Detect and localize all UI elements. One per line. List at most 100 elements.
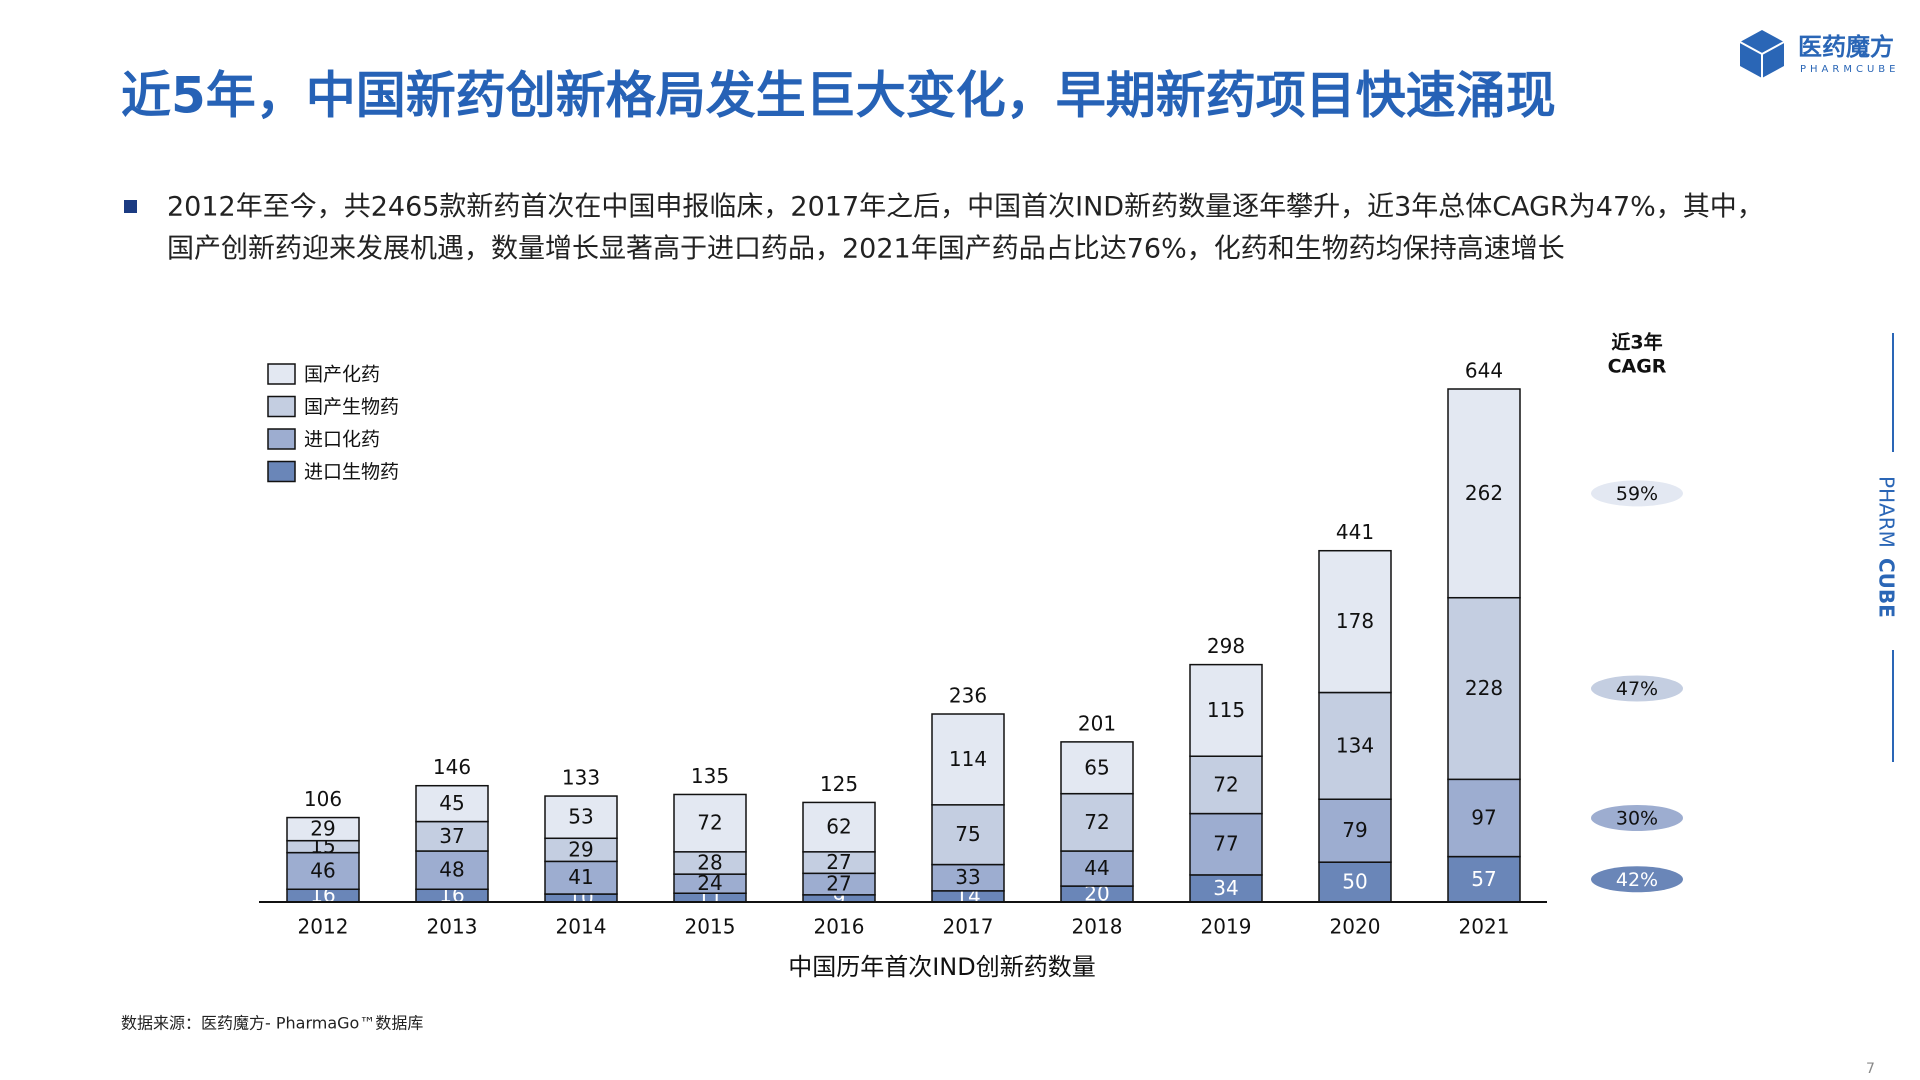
segment-label: 24 <box>697 871 722 895</box>
segment-label: 27 <box>826 872 851 896</box>
cagr-label: 47% <box>1616 678 1658 700</box>
total-label: 125 <box>820 772 858 796</box>
chart: 1646152910620121648374514620131041295313… <box>259 331 1683 981</box>
x-tick-label: 2017 <box>943 915 994 939</box>
bar-segment <box>931 804 1005 866</box>
bar-segment <box>1060 741 1134 795</box>
cagr-title: CAGR <box>1608 356 1667 378</box>
segment-label: 178 <box>1336 609 1374 633</box>
segment-label: 53 <box>568 805 593 829</box>
legend-swatch <box>267 460 296 483</box>
bar-segment <box>802 801 876 853</box>
bar-segment <box>415 820 489 852</box>
x-tick-label: 2021 <box>1459 915 1510 939</box>
total-label: 133 <box>562 766 600 790</box>
bar-segment <box>286 816 360 842</box>
cagr-pill <box>1591 804 1683 831</box>
total-label: 146 <box>433 755 471 779</box>
cagr-pill <box>1591 866 1683 893</box>
x-tick-label: 2016 <box>814 915 865 939</box>
side-label: PHARM CUBE <box>1875 476 1899 618</box>
bar-segment <box>1318 691 1392 800</box>
logo: 医药魔方 PHARMCUBE <box>1739 30 1899 78</box>
cagr-title: 近3年 <box>1611 331 1662 354</box>
segment-label: 29 <box>310 817 335 841</box>
segment-label: 115 <box>1207 698 1245 722</box>
x-tick-label: 2018 <box>1072 915 1123 939</box>
legend-label: 进口生物药 <box>304 461 399 483</box>
bullet-line: 2012年至今，共2465款新药首次在中国申报临床，2017年之后，中国首次IN… <box>167 192 1764 223</box>
legend-label: 国产生物药 <box>304 396 399 418</box>
x-axis-title: 中国历年首次IND创新药数量 <box>788 953 1096 981</box>
segment-label: 29 <box>568 837 593 861</box>
x-tick-label: 2014 <box>556 915 607 939</box>
segment-label: 228 <box>1465 676 1503 700</box>
segment-label: 34 <box>1213 876 1238 900</box>
segment-label: 72 <box>1213 772 1238 796</box>
segment-label: 50 <box>1342 870 1367 894</box>
bullet-line: 国产创新药迎来发展机遇，数量增长显著高于进口药品，2021年国产药品占比达76%… <box>167 234 1565 265</box>
bar-segment <box>1318 798 1392 863</box>
bar-segment <box>1447 596 1521 781</box>
x-tick-label: 2019 <box>1201 915 1252 939</box>
logo-en: PHARMCUBE <box>1800 64 1899 75</box>
side-label-b: CUBE <box>1875 558 1899 618</box>
segment-label: 72 <box>1084 810 1109 834</box>
segment-label: 77 <box>1213 832 1238 856</box>
x-tick-label: 2015 <box>685 915 736 939</box>
bar-segment <box>931 713 1005 806</box>
segment-label: 97 <box>1471 805 1496 829</box>
segment-label: 44 <box>1084 856 1109 880</box>
total-label: 298 <box>1207 634 1245 658</box>
x-tick-label: 2020 <box>1330 915 1381 939</box>
total-label: 236 <box>949 684 987 708</box>
bar-segment <box>544 860 618 895</box>
x-tick-label: 2012 <box>298 915 349 939</box>
cagr-label: 42% <box>1616 869 1658 891</box>
bar-segment <box>673 793 747 853</box>
legend-swatch <box>267 363 296 385</box>
segment-label: 134 <box>1336 733 1374 757</box>
bar-segment <box>1189 812 1263 876</box>
source-note: 数据来源：医药魔方- PharmaGo™数据库 <box>121 1014 423 1033</box>
segment-label: 48 <box>439 858 464 882</box>
side-label-a: PHARM <box>1875 476 1899 548</box>
segment-label: 75 <box>955 822 980 846</box>
bar-segment <box>1318 549 1392 694</box>
cagr-pill <box>1591 480 1683 507</box>
logo-cn: 医药魔方 <box>1798 33 1894 61</box>
bar-segment <box>1060 792 1134 852</box>
bar-segment <box>1447 388 1521 599</box>
total-label: 201 <box>1078 711 1116 735</box>
legend-swatch <box>267 428 296 450</box>
bar-segment <box>286 851 360 891</box>
segment-label: 65 <box>1084 755 1109 779</box>
segment-label: 41 <box>568 865 593 889</box>
slide-title: 近5年，中国新药创新格局发生巨大变化，早期新药项目快速涌现 <box>121 67 1556 125</box>
total-label: 135 <box>691 764 729 788</box>
x-tick-label: 2013 <box>427 915 478 939</box>
segment-label: 114 <box>949 747 987 771</box>
total-label: 644 <box>1465 359 1503 383</box>
segment-label: 27 <box>826 850 851 874</box>
legend-label: 进口化药 <box>304 429 380 451</box>
legend-label: 国产化药 <box>304 364 380 386</box>
page-number: 7 <box>1866 1061 1875 1077</box>
bar-segment <box>415 784 489 823</box>
total-label: 106 <box>304 787 342 811</box>
segment-label: 46 <box>310 858 335 882</box>
segment-label: 37 <box>439 824 464 848</box>
cagr-pill <box>1591 675 1683 702</box>
total-label: 441 <box>1336 520 1374 544</box>
cagr-label: 59% <box>1616 483 1658 505</box>
bullet-marker <box>124 200 137 213</box>
legend-swatch <box>267 395 296 418</box>
bar-segment <box>415 850 489 891</box>
segment-label: 62 <box>826 815 851 839</box>
segment-label: 57 <box>1471 867 1496 891</box>
segment-label: 45 <box>439 791 464 815</box>
bar-segment <box>931 863 1005 892</box>
bar-segment <box>1189 663 1263 757</box>
bar-segment <box>544 795 618 840</box>
